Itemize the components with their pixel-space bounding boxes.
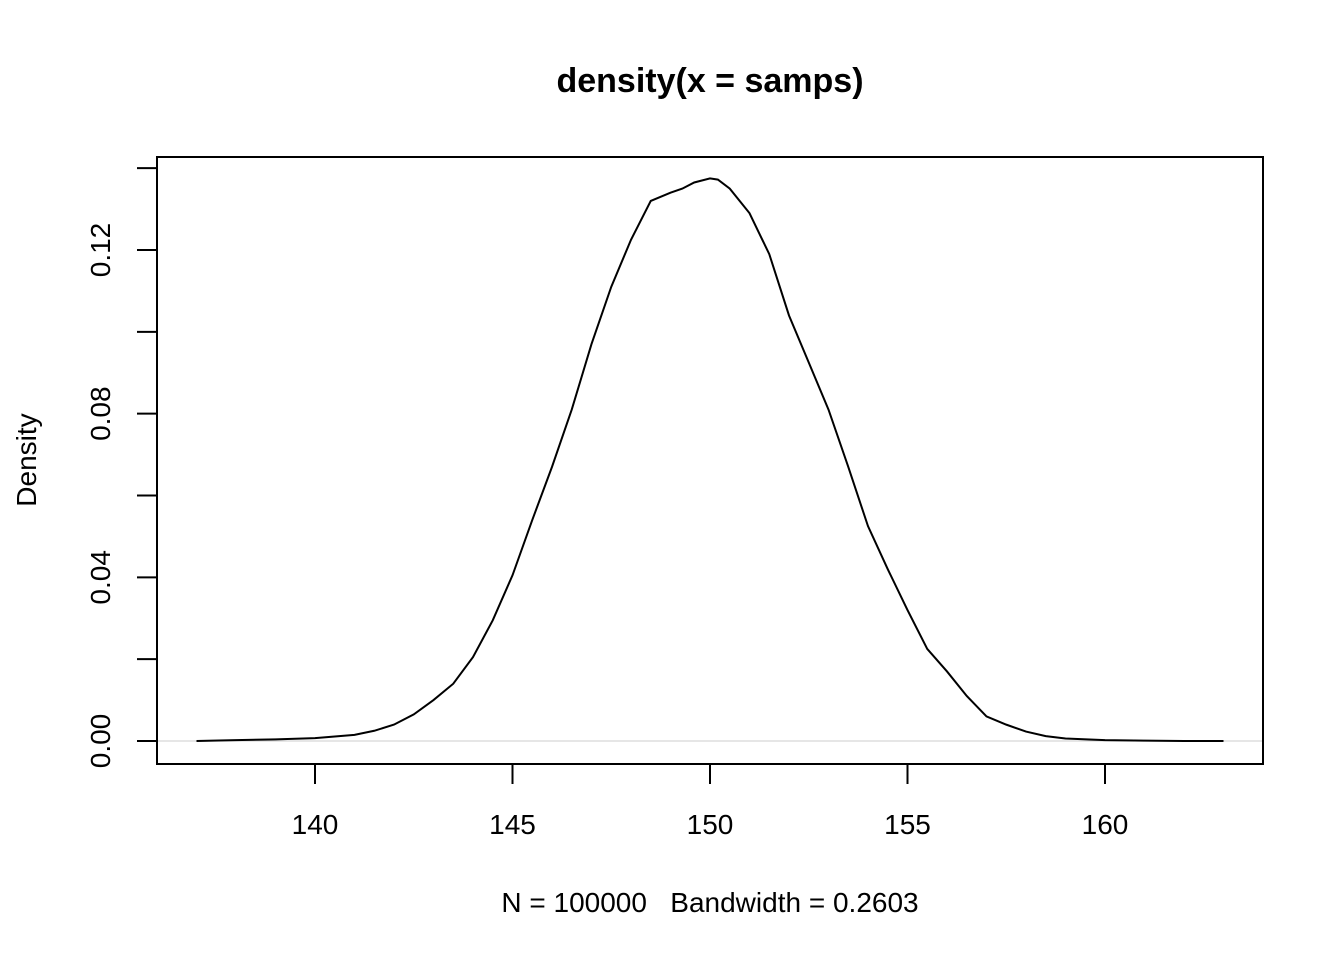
density-curve (196, 177, 1224, 742)
x-tick-label: 145 (489, 809, 536, 840)
y-axis: 0.00 0.04 0.08 0.12 (85, 167, 157, 769)
x-tick-label: 155 (884, 809, 931, 840)
x-tick-label: 140 (292, 809, 339, 840)
y-tick-label: 0.04 (85, 550, 116, 605)
x-tick-label: 150 (687, 809, 734, 840)
plot-frame (156, 156, 1264, 765)
chart-title: density(x = samps) (556, 62, 863, 100)
y-tick-label: 0.00 (85, 714, 116, 769)
x-tick-label: 160 (1082, 809, 1129, 840)
x-axis-label: N = 100000 Bandwidth = 0.2603 (501, 887, 918, 918)
y-axis-label: Density (11, 413, 42, 506)
y-tick-label: 0.08 (85, 386, 116, 441)
y-tick-label: 0.12 (85, 223, 116, 278)
x-axis: 140 145 150 155 160 (292, 764, 1129, 840)
